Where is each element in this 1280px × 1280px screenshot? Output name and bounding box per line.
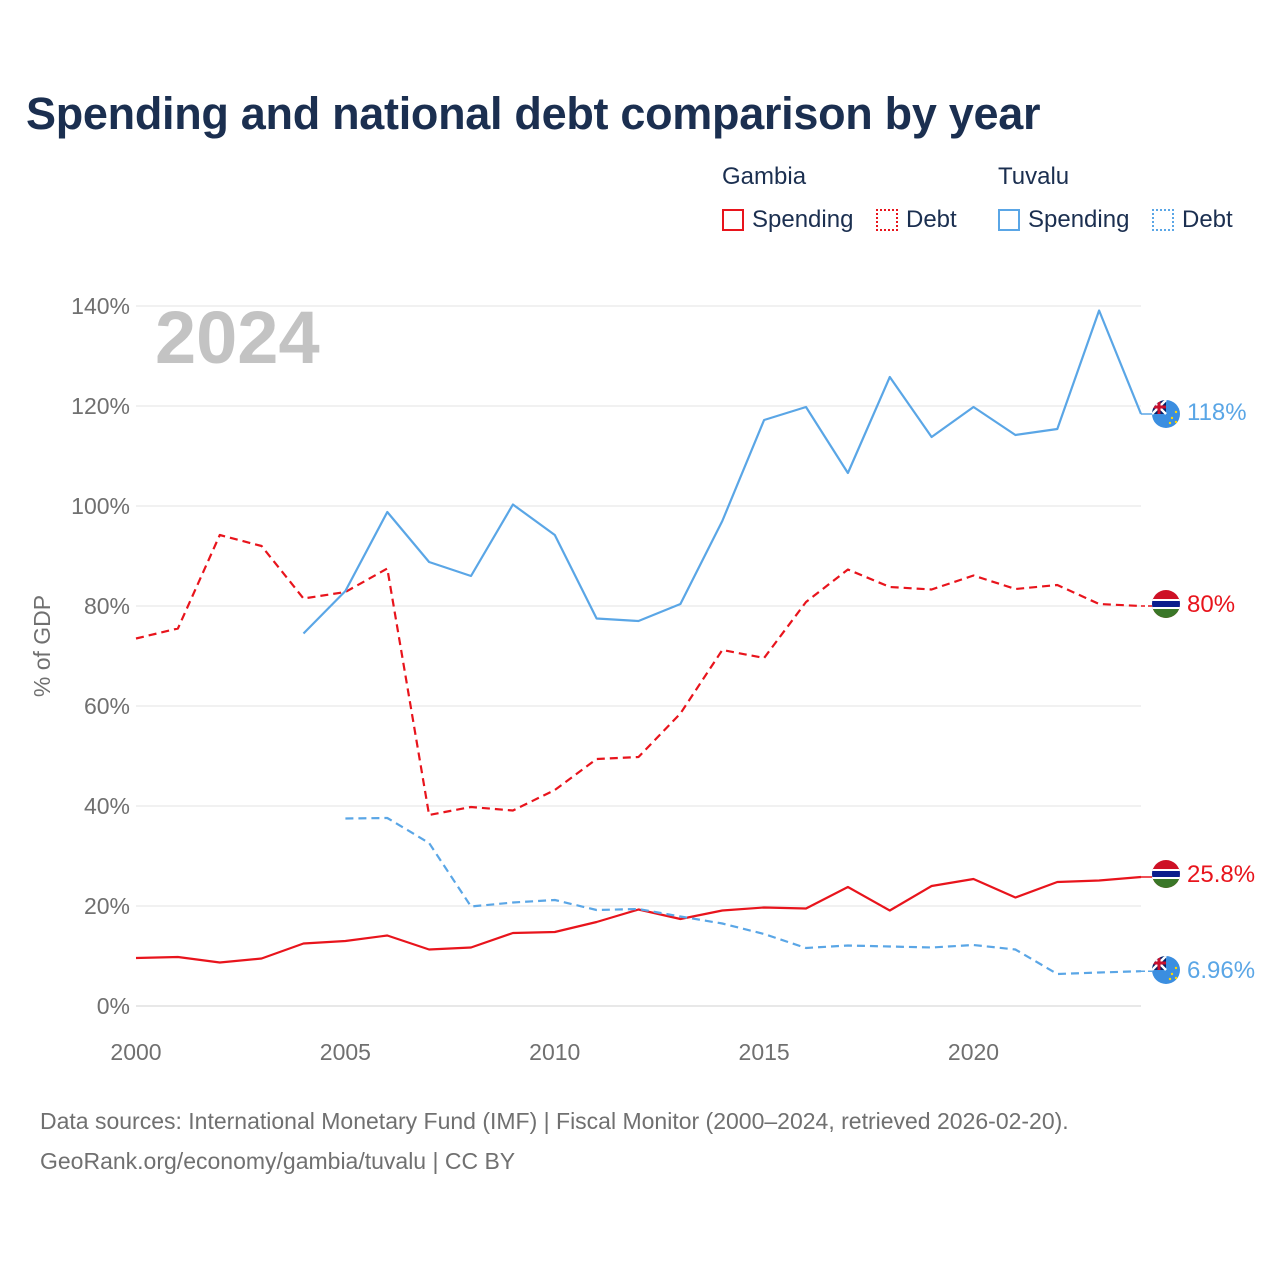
tuvalu-flag-icon	[1152, 400, 1180, 428]
legend-gambia-spending-swatch	[722, 209, 744, 231]
y-tick-label: 140%	[71, 293, 130, 319]
end-label-tuvalu-debt: 6.96%	[1187, 957, 1255, 984]
series-line-gambia-spending[interactable]	[135, 875, 1142, 964]
series-line-tuvalu-spending[interactable]	[302, 309, 1143, 635]
legend-gambia-spending-label: Spending	[752, 206, 854, 233]
year-watermark: 2024	[155, 296, 320, 379]
end-label-tuvalu-spending: 118%	[1187, 399, 1247, 426]
legend-tuvalu-spending-swatch	[998, 209, 1020, 231]
chart-title: Spending and national debt comparison by…	[26, 88, 1041, 139]
series-lines	[135, 309, 1152, 976]
y-tick-label: 40%	[84, 793, 130, 819]
y-tick-label: 100%	[71, 493, 130, 519]
y-tick-label: 60%	[84, 693, 130, 719]
legend-gambia-spending[interactable]: Spending	[722, 205, 853, 235]
legend-tuvalu-debt-label: Debt	[1182, 206, 1233, 233]
gambia-flag-icon	[1152, 860, 1180, 888]
y-axis-label: % of GDP	[29, 595, 55, 697]
axes: 0% 20% 40% 60% 80% 100% 120% 140% 2000 2005 2010 20…	[71, 293, 999, 1065]
series-line-tuvalu-debt[interactable]	[345, 816, 1142, 976]
legend-gambia-debt-swatch	[876, 209, 898, 231]
legend-tuvalu-spending[interactable]: Spending	[998, 205, 1129, 235]
footer-attribution[interactable]: GeoRank.org/economy/gambia/tuvalu | CC B…	[40, 1148, 516, 1174]
legend-gambia-heading: Gambia	[722, 163, 807, 190]
y-tick-label: 80%	[84, 593, 130, 619]
legend-tuvalu-debt[interactable]: Debt	[1152, 205, 1233, 235]
x-tick-label: 2005	[320, 1039, 371, 1065]
y-tick-label: 20%	[84, 893, 130, 919]
tuvalu-flag-icon	[1152, 956, 1180, 984]
end-label-gambia-spending: 25.8%	[1187, 861, 1255, 888]
legend-tuvalu-debt-swatch	[1152, 209, 1174, 231]
gambia-flag-icon	[1152, 590, 1180, 618]
footer-sources: Data sources: International Monetary Fun…	[40, 1108, 1069, 1134]
legend-tuvalu-spending-label: Spending	[1028, 206, 1130, 233]
x-tick-label: 2020	[948, 1039, 999, 1065]
series-line-gambia-debt[interactable]	[135, 533, 1142, 817]
x-tick-label: 2000	[110, 1039, 161, 1065]
gridlines	[136, 305, 1141, 1007]
x-tick-label: 2010	[529, 1039, 580, 1065]
y-tick-label: 120%	[71, 393, 130, 419]
end-label-gambia-debt: 80%	[1187, 591, 1235, 618]
x-tick-label: 2015	[739, 1039, 790, 1065]
legend-gambia-debt[interactable]: Debt	[876, 205, 957, 235]
legend-tuvalu-heading: Tuvalu	[998, 163, 1070, 190]
legend-gambia-debt-label: Debt	[906, 206, 957, 233]
y-tick-label: 0%	[97, 993, 130, 1019]
